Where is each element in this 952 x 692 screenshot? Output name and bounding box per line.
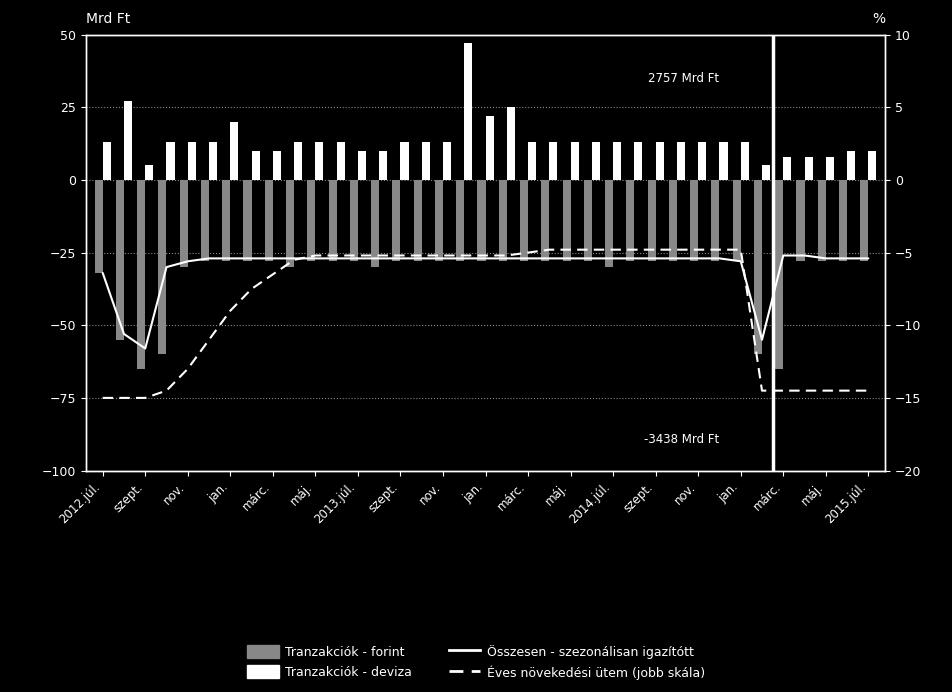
Bar bbox=[698, 142, 706, 180]
Bar bbox=[201, 180, 209, 262]
Bar bbox=[605, 180, 613, 267]
Bar bbox=[286, 180, 294, 267]
Bar bbox=[116, 180, 124, 340]
Bar bbox=[328, 180, 337, 262]
Bar bbox=[847, 151, 855, 180]
Bar bbox=[797, 180, 804, 262]
Bar bbox=[456, 180, 465, 262]
Bar bbox=[222, 180, 230, 262]
Bar bbox=[146, 165, 153, 180]
Bar bbox=[349, 180, 358, 262]
Bar bbox=[783, 156, 791, 180]
Bar bbox=[592, 142, 600, 180]
Bar bbox=[371, 180, 379, 267]
Bar bbox=[711, 180, 720, 262]
Bar bbox=[647, 180, 656, 262]
Bar bbox=[294, 142, 302, 180]
Bar bbox=[422, 142, 429, 180]
Bar bbox=[499, 180, 506, 262]
Bar bbox=[251, 151, 260, 180]
Bar bbox=[244, 180, 251, 262]
Text: -3438 Mrd Ft: -3438 Mrd Ft bbox=[645, 432, 720, 446]
Bar bbox=[542, 180, 549, 262]
Bar bbox=[167, 142, 174, 180]
Text: %: % bbox=[872, 12, 885, 26]
Bar bbox=[775, 180, 783, 369]
Text: Mrd Ft: Mrd Ft bbox=[86, 12, 129, 26]
Bar bbox=[392, 180, 401, 262]
Bar bbox=[690, 180, 698, 262]
Bar bbox=[804, 156, 813, 180]
Bar bbox=[188, 142, 196, 180]
Bar bbox=[158, 180, 167, 354]
Bar bbox=[626, 180, 634, 262]
Bar bbox=[570, 142, 579, 180]
Bar bbox=[443, 142, 451, 180]
Bar bbox=[634, 142, 643, 180]
Bar bbox=[839, 180, 847, 262]
Bar bbox=[677, 142, 685, 180]
Bar bbox=[124, 102, 132, 180]
Bar bbox=[486, 116, 493, 180]
Bar bbox=[825, 156, 834, 180]
Bar bbox=[549, 142, 558, 180]
Bar bbox=[230, 122, 238, 180]
Bar bbox=[180, 180, 188, 267]
Legend: Tranzakciók - forint, Tranzakciók - deviza, Összesen - szezonálisan igazítótt, É: Tranzakciók - forint, Tranzakciók - devi… bbox=[241, 639, 711, 686]
Bar bbox=[209, 142, 217, 180]
Bar bbox=[754, 180, 762, 354]
Bar bbox=[818, 180, 825, 262]
Bar bbox=[307, 180, 315, 262]
Bar bbox=[465, 44, 472, 180]
Bar bbox=[265, 180, 273, 262]
Bar bbox=[435, 180, 443, 262]
Bar bbox=[528, 142, 536, 180]
Bar bbox=[94, 180, 103, 273]
Bar bbox=[137, 180, 146, 369]
Bar bbox=[315, 142, 324, 180]
Bar bbox=[478, 180, 486, 262]
Bar bbox=[656, 142, 664, 180]
Bar bbox=[379, 151, 387, 180]
Bar bbox=[273, 151, 281, 180]
Bar bbox=[720, 142, 727, 180]
Bar bbox=[103, 142, 110, 180]
Bar bbox=[613, 142, 622, 180]
Bar bbox=[669, 180, 677, 262]
Bar bbox=[358, 151, 366, 180]
Text: 2757 Mrd Ft: 2757 Mrd Ft bbox=[648, 73, 720, 85]
Bar bbox=[868, 151, 877, 180]
Bar bbox=[861, 180, 868, 262]
Bar bbox=[520, 180, 528, 262]
Bar bbox=[733, 180, 741, 262]
Bar bbox=[401, 142, 408, 180]
Bar bbox=[413, 180, 422, 262]
Bar bbox=[584, 180, 592, 262]
Bar bbox=[741, 142, 749, 180]
Bar bbox=[506, 107, 515, 180]
Bar bbox=[762, 165, 770, 180]
Bar bbox=[337, 142, 345, 180]
Bar bbox=[563, 180, 570, 262]
